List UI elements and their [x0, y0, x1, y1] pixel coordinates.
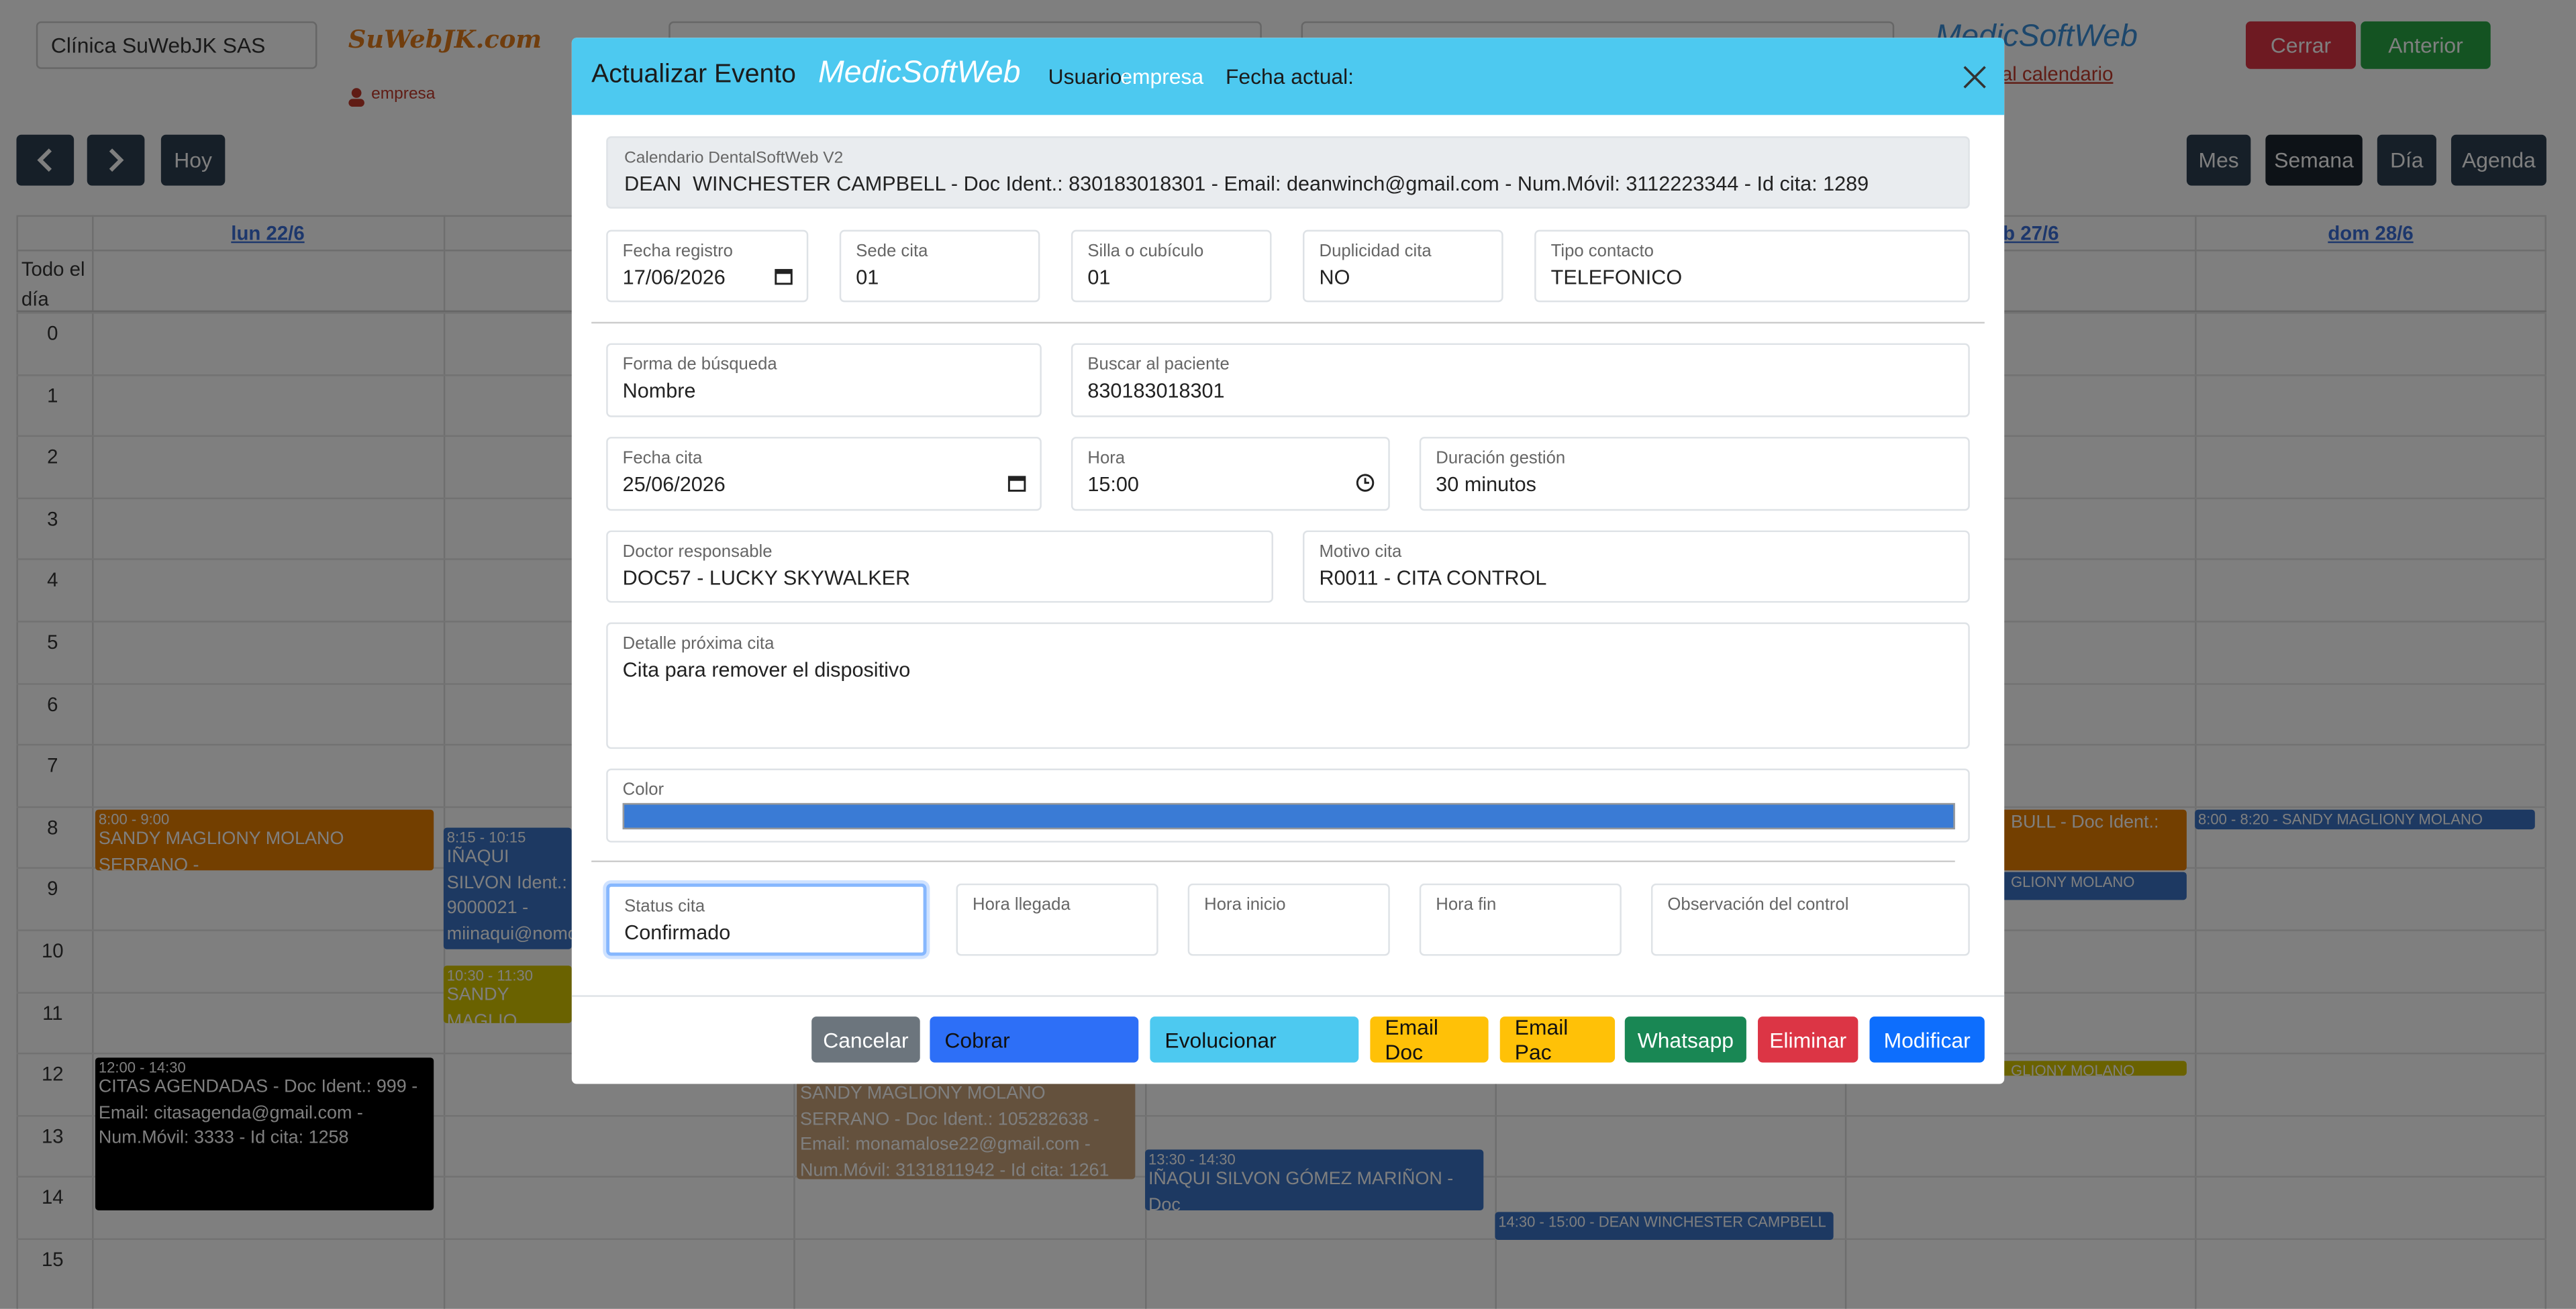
- field-label: Duplicidad cita: [1319, 241, 1432, 262]
- field-value: TELEFONICO: [1550, 266, 1683, 289]
- field-label: Hora fin: [1436, 894, 1497, 915]
- footer-button[interactable]: Cobrar: [930, 1016, 1139, 1063]
- field-value: 17/06/2026: [622, 266, 726, 289]
- field-label: Motivo cita: [1319, 541, 1402, 562]
- form-field[interactable]: Forma de búsqueda Nombre: [606, 343, 1042, 417]
- form-field[interactable]: Duplicidad cita NO: [1303, 229, 1503, 303]
- field-label: Doctor responsable: [622, 541, 773, 562]
- field-label: Silla o cubículo: [1087, 241, 1204, 262]
- field-label: Hora: [1087, 448, 1126, 468]
- separator: [591, 860, 1955, 863]
- field-value: 30 minutos: [1436, 472, 1536, 496]
- form-field[interactable]: Hora fin: [1419, 883, 1622, 956]
- field-value: 01: [856, 266, 879, 289]
- form-field[interactable]: Tipo contacto TELEFONICO: [1534, 229, 1970, 303]
- field-value: 830183018301: [1087, 379, 1225, 403]
- field-label: Forma de búsqueda: [622, 354, 777, 375]
- footer-line: [571, 995, 2005, 997]
- form-field[interactable]: Fecha cita 25/06/2026: [606, 437, 1042, 511]
- modal-title: Actualizar Evento: [591, 60, 796, 89]
- form-field[interactable]: Observación del control: [1650, 883, 1970, 956]
- field-value: NO: [1319, 266, 1350, 289]
- footer-button[interactable]: Eliminar: [1758, 1016, 1859, 1063]
- modal: Actualizar Evento MedicSoftWeb Usuario: emp…: [571, 38, 2005, 1084]
- footer-button[interactable]: Email Pac: [1499, 1015, 1616, 1064]
- form-field[interactable]: Hora inicio: [1187, 883, 1390, 956]
- field-label: Color: [622, 780, 664, 800]
- field-label: Fecha registro: [622, 241, 733, 262]
- form-field[interactable]: Buscar al paciente 830183018301: [1071, 343, 1970, 417]
- calendar-icon-svg: [775, 268, 793, 285]
- field-label: Duración gestión: [1436, 448, 1566, 468]
- patient-text: DEAN WINCHESTER CAMPBELL - Doc Ident.: 8…: [624, 172, 1869, 196]
- modal-brand: MedicSoftWeb: [818, 56, 1021, 91]
- form-field[interactable]: Sede cita 01: [839, 229, 1040, 303]
- clock-icon: [1355, 471, 1375, 492]
- separator: [591, 321, 1985, 324]
- field-value: 01: [1087, 266, 1111, 289]
- calendar-icon: [774, 264, 793, 285]
- field-label: Buscar al paciente: [1087, 354, 1230, 375]
- footer-button[interactable]: Cancelar: [811, 1016, 920, 1063]
- date-label: Fecha actual:: [1225, 64, 1354, 89]
- color-swatch: [622, 802, 1955, 830]
- form-field[interactable]: Hora llegada: [956, 883, 1158, 956]
- field-label: Hora inicio: [1204, 894, 1286, 915]
- field-label: Status cita: [624, 896, 705, 917]
- field-label: Tipo contacto: [1550, 241, 1654, 262]
- calendar-icon: [1007, 471, 1026, 492]
- form-field[interactable]: Hora 15:00: [1071, 437, 1390, 511]
- user-value: empresa: [1120, 64, 1204, 89]
- form-field[interactable]: Fecha registro 17/06/2026: [606, 229, 809, 303]
- form-field[interactable]: Silla o cubículo 01: [1071, 229, 1272, 303]
- form-field[interactable]: Color: [606, 768, 1970, 843]
- footer-button[interactable]: Modificar: [1869, 1016, 1985, 1063]
- form-field[interactable]: Duración gestión 30 minutos: [1419, 437, 1970, 511]
- field-value: Cita para remover el dispositivo: [622, 658, 911, 682]
- footer-button[interactable]: Email Doc: [1370, 1015, 1489, 1064]
- form-field[interactable]: Status cita Confirmado: [606, 883, 927, 956]
- form-field[interactable]: Motivo cita R0011 - CITA CONTROL: [1303, 530, 1970, 603]
- field-value: DOC57 - LUCKY SKYWALKER: [622, 566, 911, 590]
- patient-box: Calendario DentalSoftWeb V2 DEAN WINCHEST…: [606, 136, 1970, 209]
- close-icon[interactable]: [1960, 62, 1989, 92]
- user-label: Usuario:: [1048, 64, 1128, 89]
- calendar-icon-svg: [1007, 476, 1026, 492]
- field-label: Sede cita: [856, 241, 928, 262]
- field-label: Observación del control: [1667, 894, 1849, 915]
- form-field[interactable]: Detalle próxima cita Cita para remover el…: [606, 622, 1970, 749]
- footer-button[interactable]: Evolucionar: [1150, 1016, 1359, 1063]
- field-label: Detalle próxima cita: [622, 633, 775, 654]
- modal-header: Actualizar Evento MedicSoftWeb Usuario: emp…: [571, 38, 2005, 115]
- field-label: Hora llegada: [973, 894, 1071, 915]
- field-value: Confirmado: [624, 921, 731, 945]
- patient-label: Calendario DentalSoftWeb V2: [624, 149, 844, 168]
- field-value: 15:00: [1087, 472, 1139, 496]
- field-value: 25/06/2026: [622, 472, 726, 496]
- field-label: Fecha cita: [622, 448, 703, 468]
- clock-icon-svg: [1356, 474, 1375, 492]
- field-value: R0011 - CITA CONTROL: [1319, 566, 1547, 590]
- close-icon-svg: [1963, 66, 1986, 89]
- footer-button[interactable]: Whatsapp: [1624, 1016, 1746, 1063]
- form-field[interactable]: Doctor responsable DOC57 - LUCKY SKYWALKE…: [606, 530, 1273, 603]
- field-value: Nombre: [622, 379, 696, 403]
